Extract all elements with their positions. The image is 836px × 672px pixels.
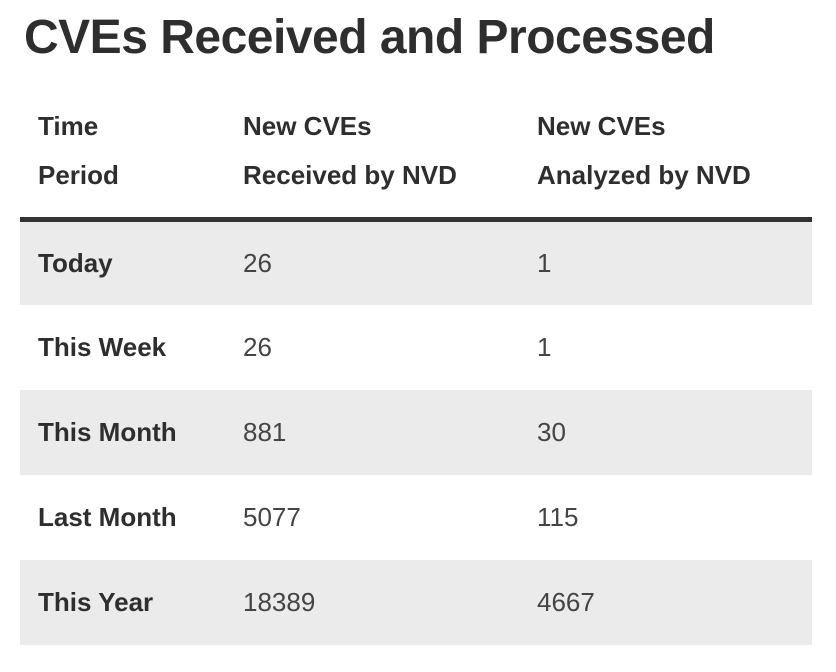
column-header-line: Period xyxy=(38,160,119,190)
row-label: This Month xyxy=(38,416,177,447)
analyzed-value: 115 xyxy=(537,501,579,532)
column-header-line: Time xyxy=(38,111,99,141)
received-value: 26 xyxy=(243,247,272,278)
table-row-today: Today 26 1 xyxy=(20,219,812,305)
analyzed-value: 30 xyxy=(537,416,566,447)
cve-stats-table: Time Period New CVEs Received by NVD New… xyxy=(20,88,812,645)
received-value: 18389 xyxy=(243,586,316,617)
table-row-this-week: This Week 26 1 xyxy=(20,304,812,390)
column-header-time-period: Time Period xyxy=(20,88,225,220)
received-value: 26 xyxy=(243,331,272,362)
table-row-this-month: This Month 881 30 xyxy=(20,389,812,475)
table-row-last-month: Last Month 5077 115 xyxy=(20,474,812,560)
row-label: This Week xyxy=(38,331,167,362)
column-header-received: New CVEs Received by NVD xyxy=(225,88,519,220)
analyzed-value: 1 xyxy=(537,331,552,362)
column-header-line: New CVEs xyxy=(243,111,372,141)
cve-dashboard-panel: CVEs Received and Processed Time Period … xyxy=(20,11,812,645)
column-header-line: Received by NVD xyxy=(243,160,457,190)
table-header: Time Period New CVEs Received by NVD New… xyxy=(20,88,812,220)
table-header-row: Time Period New CVEs Received by NVD New… xyxy=(20,88,812,220)
analyzed-value: 1 xyxy=(537,247,552,278)
column-header-line: New CVEs xyxy=(537,111,666,141)
table-row-this-year: This Year 18389 4667 xyxy=(20,559,812,645)
page-title: CVEs Received and Processed xyxy=(24,11,715,64)
received-value: 881 xyxy=(243,416,287,447)
column-header-analyzed: New CVEs Analyzed by NVD xyxy=(519,88,812,220)
row-label: Today xyxy=(38,247,113,278)
received-value: 5077 xyxy=(243,501,301,532)
table-body: Today 26 1 This Week 26 1 This Month 881… xyxy=(20,219,812,645)
row-label: Last Month xyxy=(38,501,177,532)
row-label: This Year xyxy=(38,586,154,617)
analyzed-value: 4667 xyxy=(537,586,595,617)
column-header-line: Analyzed by NVD xyxy=(537,160,751,190)
